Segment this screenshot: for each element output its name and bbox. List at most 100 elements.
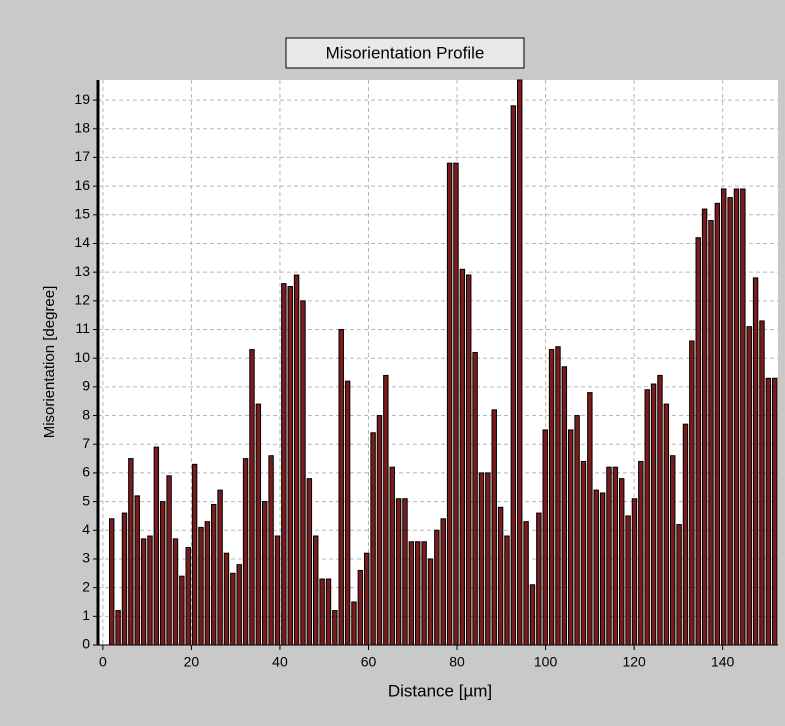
y-tick-label: 12 bbox=[74, 292, 90, 308]
bar bbox=[676, 524, 682, 646]
bar bbox=[612, 466, 619, 646]
y-tick-label: 3 bbox=[82, 550, 90, 566]
bar bbox=[415, 541, 421, 646]
bar bbox=[536, 512, 542, 646]
bar bbox=[166, 475, 172, 646]
bar bbox=[115, 610, 121, 646]
bar bbox=[172, 538, 179, 646]
bar bbox=[478, 472, 485, 646]
bar bbox=[211, 503, 217, 646]
bar bbox=[587, 392, 593, 646]
y-tick-label: 9 bbox=[82, 378, 90, 394]
bar bbox=[453, 162, 459, 646]
bar bbox=[344, 380, 351, 646]
bar bbox=[383, 374, 389, 646]
bar bbox=[109, 518, 115, 646]
bar bbox=[351, 601, 357, 646]
y-tick-label: 11 bbox=[75, 320, 90, 336]
x-tick-label: 0 bbox=[99, 654, 107, 670]
bar bbox=[663, 403, 670, 646]
bar bbox=[434, 529, 440, 646]
bar bbox=[657, 374, 663, 646]
y-tick-label: 15 bbox=[74, 206, 90, 222]
bar bbox=[268, 455, 274, 646]
bar bbox=[319, 578, 325, 646]
y-tick-label: 5 bbox=[82, 492, 90, 508]
bar bbox=[402, 498, 408, 646]
bar bbox=[427, 558, 434, 646]
bar bbox=[281, 283, 287, 646]
bar bbox=[721, 188, 727, 646]
bar bbox=[682, 423, 689, 646]
bar bbox=[262, 501, 268, 646]
bar bbox=[179, 575, 185, 646]
bar bbox=[548, 349, 555, 646]
bar bbox=[708, 220, 714, 646]
bar bbox=[255, 403, 262, 646]
bar bbox=[191, 463, 198, 646]
bar bbox=[497, 506, 504, 646]
bar bbox=[485, 472, 491, 646]
bar bbox=[466, 274, 472, 646]
bar bbox=[242, 458, 249, 646]
y-tick-label: 13 bbox=[74, 263, 90, 279]
bar bbox=[631, 498, 638, 646]
bar bbox=[670, 455, 676, 646]
y-tick-label: 6 bbox=[82, 464, 90, 480]
y-tick-label: 18 bbox=[74, 119, 90, 135]
bar bbox=[332, 610, 338, 646]
y-axis-label: Misorientation [degree] bbox=[41, 286, 58, 439]
bar bbox=[606, 466, 612, 646]
bar bbox=[446, 162, 453, 646]
bar bbox=[147, 535, 153, 646]
y-tick-label: 10 bbox=[74, 349, 90, 365]
bar bbox=[300, 300, 306, 646]
x-axis-label: Distance [µm] bbox=[388, 681, 492, 700]
x-tick-label: 40 bbox=[272, 654, 288, 670]
bar bbox=[140, 538, 147, 646]
bar bbox=[504, 535, 510, 646]
bar bbox=[517, 79, 523, 646]
bar bbox=[440, 518, 446, 646]
bar bbox=[650, 383, 657, 646]
bar bbox=[625, 515, 631, 646]
bar bbox=[274, 535, 281, 646]
x-tick-label: 20 bbox=[184, 654, 200, 670]
bar bbox=[689, 340, 695, 646]
title-box bbox=[285, 37, 525, 69]
bar bbox=[529, 584, 536, 646]
bar bbox=[459, 268, 466, 646]
bar bbox=[599, 492, 606, 646]
chart-title: Misorientation Profile bbox=[326, 43, 485, 62]
bar bbox=[542, 429, 548, 646]
bar bbox=[752, 277, 759, 646]
y-tick-label: 19 bbox=[74, 91, 90, 107]
y-tick-label: 17 bbox=[74, 148, 90, 164]
bar bbox=[580, 460, 587, 646]
bar bbox=[338, 329, 344, 646]
x-tick-label: 80 bbox=[449, 654, 465, 670]
x-tick-label: 120 bbox=[622, 654, 646, 670]
bar bbox=[714, 202, 721, 646]
bar bbox=[249, 349, 255, 646]
bar bbox=[160, 501, 166, 646]
bar bbox=[204, 521, 211, 646]
bar bbox=[223, 552, 230, 646]
bar bbox=[644, 389, 650, 646]
y-tick-label: 1 bbox=[82, 607, 90, 623]
bar bbox=[236, 564, 242, 646]
bar bbox=[695, 237, 701, 646]
bar bbox=[408, 541, 415, 646]
bar bbox=[568, 429, 574, 646]
bar bbox=[421, 541, 427, 646]
x-tick-label: 100 bbox=[534, 654, 558, 670]
bar bbox=[759, 320, 765, 646]
bar bbox=[395, 498, 402, 646]
y-tick-label: 4 bbox=[82, 521, 90, 537]
bar bbox=[325, 578, 332, 646]
y-tick-label: 0 bbox=[82, 636, 90, 652]
bar bbox=[619, 478, 625, 646]
y-tick-label: 16 bbox=[74, 177, 90, 193]
bar bbox=[217, 489, 223, 646]
